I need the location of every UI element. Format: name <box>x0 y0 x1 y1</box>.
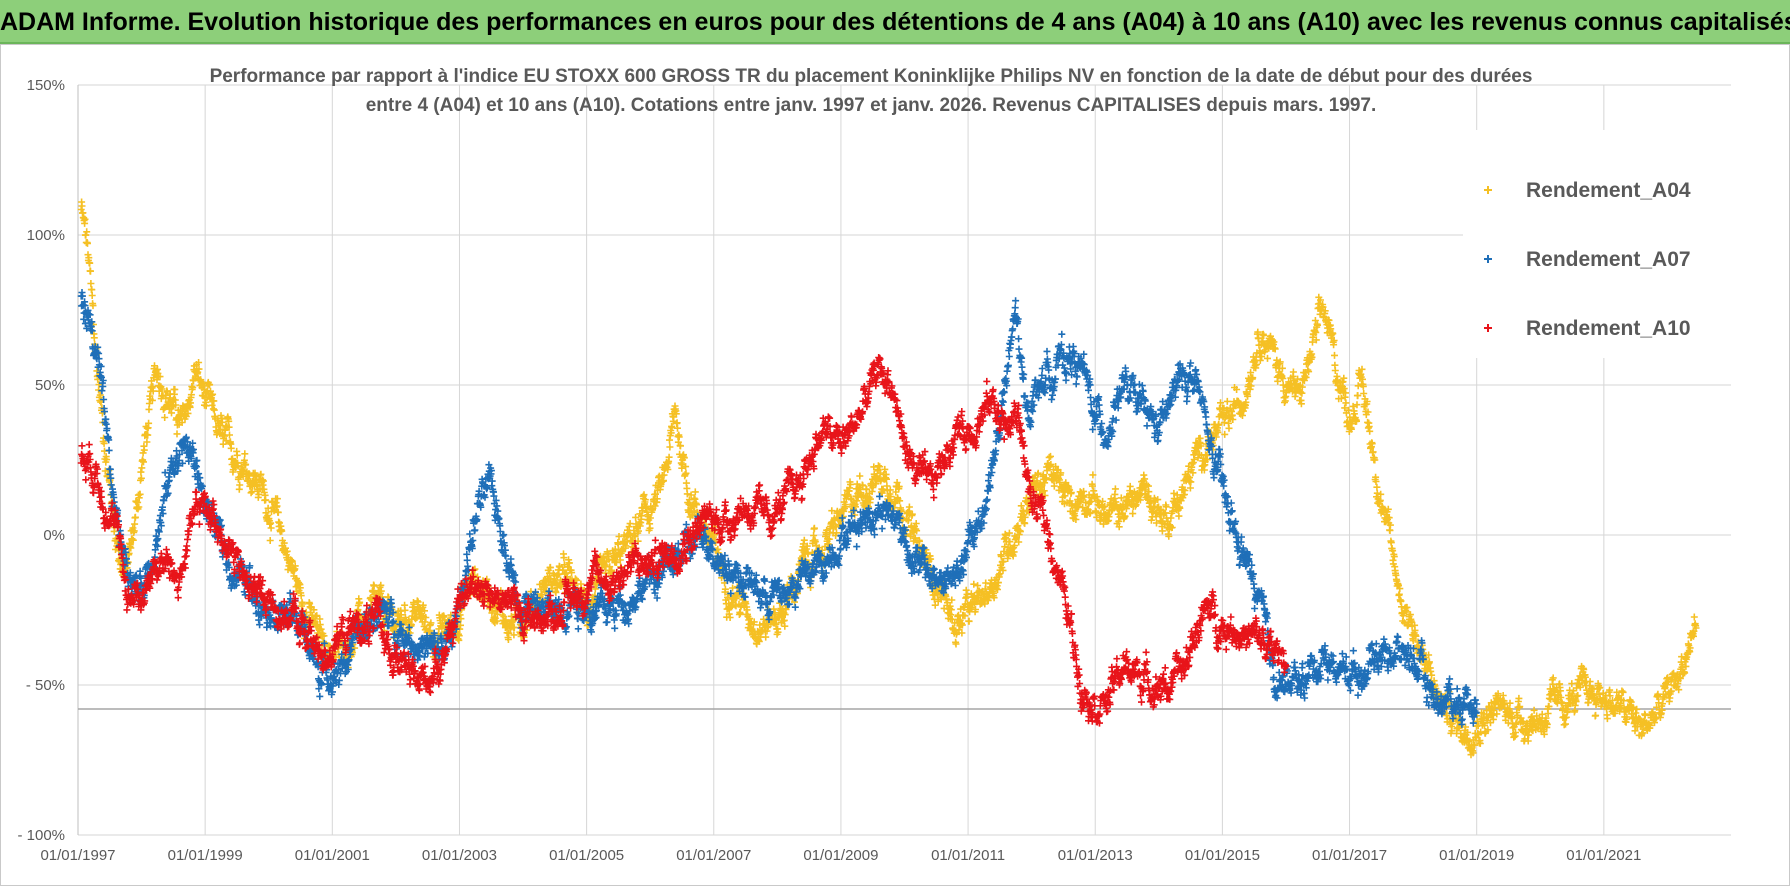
data-point <box>1257 357 1264 364</box>
data-point <box>402 607 409 614</box>
data-point <box>970 581 977 588</box>
data-point <box>856 473 863 480</box>
data-point <box>1691 614 1698 621</box>
data-point <box>210 405 217 412</box>
data-point <box>83 228 90 235</box>
data-point <box>154 536 161 543</box>
data-point <box>641 491 648 498</box>
data-point <box>1046 454 1053 461</box>
data-point <box>234 452 241 459</box>
data-point <box>727 614 734 621</box>
data-point <box>267 537 274 544</box>
data-point <box>268 525 275 532</box>
data-point <box>1587 678 1594 685</box>
data-point <box>1112 485 1119 492</box>
data-point <box>471 527 478 534</box>
data-point <box>137 469 144 476</box>
data-point <box>1331 352 1338 359</box>
report-banner-title: ADAM Informe. Evolution historique des p… <box>0 0 1790 44</box>
data-point <box>262 496 269 503</box>
data-point <box>616 533 623 540</box>
data-point <box>316 693 323 700</box>
data-point <box>1290 369 1297 376</box>
data-point <box>132 514 139 521</box>
data-point <box>737 610 744 617</box>
data-point <box>1047 453 1054 460</box>
data-point <box>226 432 233 439</box>
data-point <box>1366 428 1373 435</box>
data-point <box>82 232 89 239</box>
data-point <box>241 450 248 457</box>
data-point <box>1620 689 1627 696</box>
data-point <box>91 334 98 341</box>
data-point <box>79 203 86 210</box>
data-point <box>875 462 882 469</box>
data-point <box>466 531 473 538</box>
data-point <box>236 482 243 489</box>
data-point <box>1175 513 1182 520</box>
data-point <box>421 653 428 660</box>
data-point <box>1604 715 1611 722</box>
series-layer <box>78 199 1700 759</box>
data-point <box>811 525 818 532</box>
data-point <box>1342 399 1349 406</box>
data-point <box>1127 483 1134 490</box>
data-point <box>256 621 263 628</box>
data-point <box>106 447 113 454</box>
data-point <box>666 444 673 451</box>
data-point <box>810 532 817 539</box>
data-point <box>276 519 283 526</box>
data-point <box>1226 425 1233 432</box>
data-point <box>161 414 168 421</box>
data-point <box>89 292 96 299</box>
data-point <box>464 557 471 564</box>
data-point <box>966 618 973 625</box>
data-point <box>1592 712 1599 719</box>
data-point <box>171 386 178 393</box>
data-point <box>174 430 181 437</box>
data-point <box>1224 398 1231 405</box>
data-point <box>1373 484 1380 491</box>
data-point <box>248 489 255 496</box>
data-point <box>87 280 94 287</box>
data-point <box>98 387 105 394</box>
data-point <box>1129 510 1136 517</box>
data-point <box>1562 721 1569 728</box>
data-point <box>762 634 769 641</box>
series-Rendement_A04 <box>78 199 1700 759</box>
data-point <box>138 464 145 471</box>
data-point <box>87 268 94 275</box>
data-point <box>84 240 91 247</box>
